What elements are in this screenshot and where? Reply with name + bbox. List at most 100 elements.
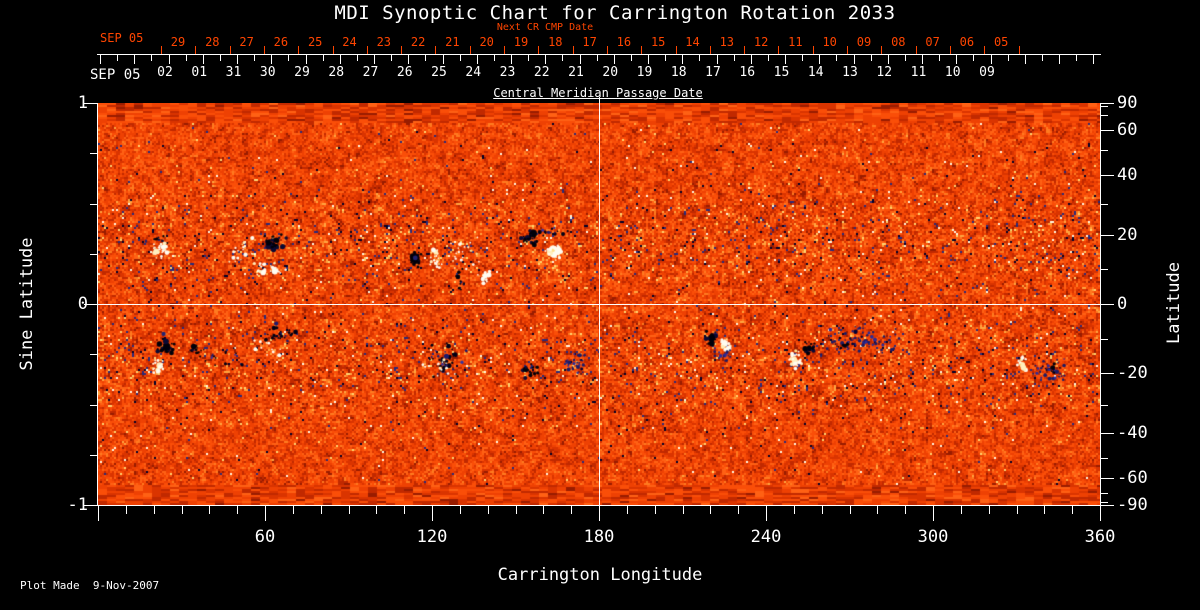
- red-axis-tick-label: 24: [342, 35, 357, 49]
- cmp-axis-tick: [767, 55, 769, 61]
- bottom-axis-minor-tick: [654, 506, 656, 514]
- red-axis-tick-label: 19: [513, 35, 529, 49]
- cmp-axis-tick: [374, 55, 375, 64]
- bottom-axis-minor-tick: [209, 506, 211, 514]
- bottom-axis-tick-label: 60: [254, 527, 276, 547]
- cmp-axis-tick: [545, 55, 547, 64]
- red-axis-tick-label: 13: [719, 35, 735, 49]
- cmp-axis-tick: [528, 55, 530, 61]
- red-axis-tick: [298, 46, 300, 54]
- red-axis-tick: [469, 46, 471, 54]
- right-axis-major-tick: [1101, 129, 1114, 131]
- cmp-axis-tick: [699, 55, 701, 61]
- cmp-axis-tick-label: 15: [773, 65, 790, 80]
- cmp-axis-tick-label: 16: [739, 65, 756, 80]
- cmp-axis-tick: [511, 55, 512, 64]
- red-axis-tick-label: 29: [170, 35, 186, 49]
- cmp-axis-tick-label: 29: [294, 65, 310, 80]
- red-axis-tick-label: 14: [685, 35, 700, 49]
- cmp-axis-tick-label: 30: [259, 65, 276, 80]
- right-axis-minor-tick: [1101, 269, 1108, 271]
- cmp-axis-tick: [750, 55, 752, 64]
- cmp-axis-tick-label: 18: [670, 65, 687, 80]
- cmp-axis-tick: [356, 55, 358, 61]
- cmp-axis-tick: [990, 55, 992, 64]
- cmp-axis-tick-label: 14: [807, 65, 824, 80]
- bottom-axis-tick-label: 300: [917, 527, 949, 547]
- cmp-axis-tick: [322, 55, 324, 61]
- red-axis-tick: [709, 46, 711, 54]
- bottom-axis-minor-tick: [1072, 506, 1074, 514]
- cmp-axis-tick: [305, 55, 307, 64]
- red-axis-tick: [606, 46, 608, 54]
- cmp-axis-tick: [648, 55, 649, 64]
- right-axis-major-tick: [1101, 103, 1114, 104]
- left-axis-minor-tick: [90, 454, 97, 456]
- cmp-axis-tick: [1024, 55, 1026, 64]
- bottom-axis-minor-tick: [459, 506, 461, 514]
- bottom-axis-minor-tick: [376, 506, 378, 514]
- cmp-axis-tick: [254, 55, 256, 61]
- bottom-axis-minor-tick: [320, 506, 322, 514]
- bottom-axis-minor-tick: [821, 506, 823, 514]
- red-axis-tick: [401, 46, 403, 54]
- red-axis-tick-label: 26: [273, 35, 289, 49]
- bottom-axis-minor-tick: [905, 506, 907, 514]
- right-axis-tick-label: -60: [1117, 468, 1148, 489]
- bottom-axis-major-tick: [933, 506, 934, 521]
- right-axis-minor-tick: [1101, 203, 1108, 205]
- cmp-axis-tick: [922, 55, 923, 64]
- top-axis-line: [97, 54, 1101, 55]
- right-axis-major-tick: [1101, 235, 1114, 237]
- right-axis-major-tick: [1101, 174, 1114, 176]
- right-axis-minor-tick: [1101, 501, 1108, 503]
- cmp-axis-tick: [562, 55, 564, 61]
- cmp-axis-tick-label: 13: [842, 65, 858, 80]
- right-axis-major-tick: [1101, 478, 1114, 480]
- y-axis-label-right: Latitude: [1164, 262, 1184, 344]
- right-axis-major-tick: [1101, 433, 1114, 435]
- red-axis-tick: [881, 46, 883, 54]
- bottom-axis-tick-label: 360: [1084, 527, 1116, 547]
- bottom-axis-minor-tick: [292, 506, 294, 514]
- red-axis-tick: [195, 46, 197, 54]
- left-axis-minor-tick: [90, 203, 97, 205]
- cmp-axis-tick: [716, 55, 718, 64]
- red-axis-tick: [984, 46, 986, 54]
- red-axis-tick-label: 28: [205, 35, 220, 49]
- bottom-axis-minor-tick: [181, 506, 183, 514]
- red-axis-tick: [949, 46, 951, 54]
- cmp-axis-tick-label: 02: [157, 65, 173, 80]
- cmp-axis-tick: [459, 55, 461, 61]
- red-axis-tick: [435, 46, 437, 54]
- red-axis-tick-label: 18: [548, 35, 563, 49]
- cmp-axis-tick: [1041, 55, 1043, 61]
- cmp-axis-tick: [613, 55, 615, 64]
- cmp-axis-tick: [100, 55, 101, 64]
- cmp-axis-tick-label: 31: [225, 65, 242, 80]
- cmp-axis-tick: [665, 55, 667, 61]
- red-axis-tick: [641, 46, 643, 54]
- left-axis-major-tick: [84, 505, 97, 506]
- left-axis-line: [97, 103, 98, 506]
- cmp-axis-tick: [185, 55, 187, 61]
- right-axis-minor-tick: [1101, 150, 1108, 152]
- bottom-axis-minor-tick: [960, 506, 962, 514]
- bottom-axis-minor-tick: [237, 506, 239, 514]
- right-axis-minor-tick: [1101, 115, 1108, 117]
- cmp-axis-tick: [408, 55, 410, 64]
- red-axis-tick: [263, 46, 265, 54]
- red-axis-tick: [538, 46, 540, 54]
- red-axis-tick: [847, 46, 848, 54]
- bottom-axis-minor-tick: [153, 506, 155, 514]
- red-axis-tick: [572, 46, 574, 54]
- right-axis-tick-label: -90: [1117, 495, 1148, 515]
- bottom-axis-minor-tick: [682, 506, 684, 514]
- red-axis-tick-label: 16: [616, 35, 632, 49]
- right-axis-tick-label: 60: [1117, 119, 1138, 140]
- bottom-axis-minor-tick: [404, 506, 406, 514]
- cmp-axis-tick-label: 17: [705, 65, 721, 80]
- cmp-axis-tick-label: 26: [396, 65, 413, 80]
- cmp-axis-tick-label: 12: [876, 65, 893, 80]
- cmp-axis-tick: [785, 55, 786, 64]
